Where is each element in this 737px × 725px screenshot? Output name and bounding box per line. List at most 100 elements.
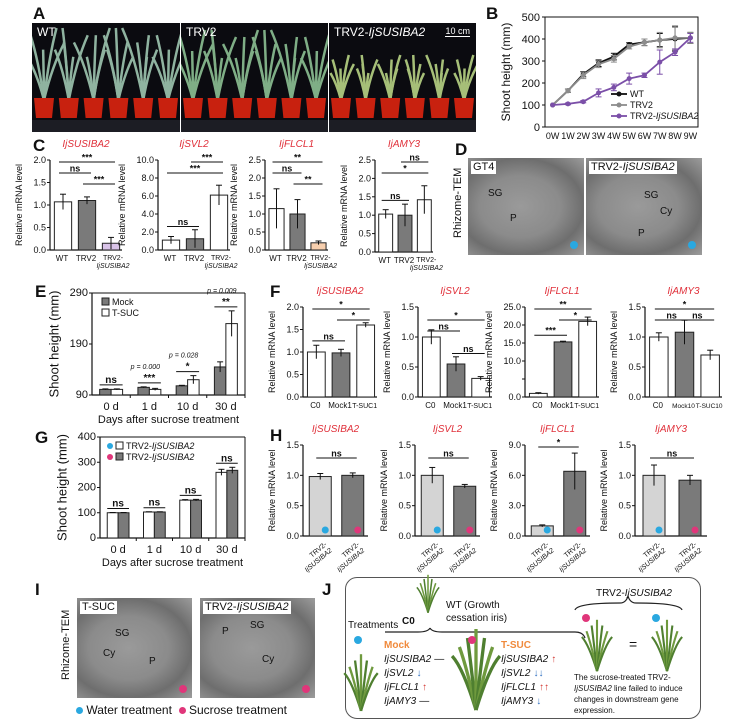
x-tick-label: TRV2-IjSUSIBA2: [204, 255, 237, 270]
y-tick-label: 0.5: [286, 370, 299, 380]
legend-entry: TRV2-IjSUSIBA2: [126, 441, 194, 451]
significance-label: ns: [70, 164, 81, 174]
y-axis-label: Relative mRNA level: [484, 311, 494, 393]
bar: [421, 336, 441, 398]
significance-label: *: [403, 164, 407, 174]
x-tick-label: T-SUC10: [696, 403, 723, 410]
y-tick-label: 1.5: [286, 440, 299, 450]
plant-photo-wt: WT: [32, 23, 180, 132]
chart-title: IjFLCL1: [544, 286, 579, 297]
x-tick-label: 6W: [638, 131, 652, 141]
x-tick-label: TRV2: [394, 256, 415, 265]
significance-label: **: [294, 153, 302, 163]
x-tick-label: 7W: [653, 131, 667, 141]
bar: [143, 511, 155, 539]
significance-label: ns: [409, 153, 420, 163]
sucrose-treatment-marker: [302, 685, 310, 693]
bar: [153, 511, 166, 539]
legend-text: IjSUSIBA2: [152, 452, 195, 462]
y-tick-label: 0: [534, 122, 540, 134]
tem-image-gt4: GT4 SG P: [468, 158, 584, 255]
y-tick-label: 0.5: [358, 229, 371, 239]
y-tick-label: 200: [78, 482, 96, 494]
x-label-line: TRV2-: [310, 255, 331, 262]
x-tick-label: C0: [310, 401, 321, 410]
y-tick-label: 1.5: [33, 178, 46, 188]
data-point: [580, 72, 586, 78]
tem-image-t-suc: T-SUC SG Cy P: [77, 598, 192, 698]
y-tick-label: 10.0: [136, 155, 154, 165]
model-summary-box: C0 WT (Growth cessation iris) Treatments…: [343, 574, 701, 719]
y-tick-label: 2.5: [358, 155, 371, 165]
y-tick-label: 15.0: [503, 338, 521, 348]
data-point: [657, 37, 663, 43]
bar: [341, 474, 365, 537]
x-tick-label: Mock1: [443, 401, 467, 410]
side-label-rhizome-tem: Rhizome-TEM: [60, 609, 72, 680]
significance-label: ns: [149, 498, 161, 509]
panel-label-g: G: [35, 428, 49, 447]
y-tick-label: 1.5: [358, 192, 371, 202]
side-label-rhizome-tem: Rhizome-TEM: [452, 167, 464, 238]
cy-label: Cy: [660, 206, 673, 217]
tsuc-title: T-SUC: [501, 640, 531, 651]
y-tick-label: 0.0: [508, 392, 521, 402]
gene-change-item: IjAMY3 ↓: [501, 696, 542, 707]
bar: [175, 385, 189, 396]
panel-label-d: D: [455, 140, 468, 159]
significance-label: *: [352, 311, 356, 321]
bar: [117, 512, 130, 539]
y-axis-label: Relative mRNA level: [14, 164, 24, 246]
x-label-line: IjSUSIBA2: [204, 263, 237, 270]
bar: [215, 471, 228, 539]
x-tick-label: TRV2-IjSUSIBA2: [299, 541, 334, 574]
y-axis-label: Relative mRNA level: [599, 449, 609, 531]
panel-label-b: B: [486, 4, 499, 23]
plant-c0-illustration: [414, 572, 442, 619]
sucrose-dot-icon: [107, 454, 113, 460]
x-tick-label: 30 d: [215, 401, 236, 413]
legend-marker: [616, 113, 622, 119]
water-treatment-marker: [652, 614, 660, 622]
y-tick-label: 190: [70, 338, 88, 350]
significance-label: ***: [202, 153, 213, 163]
mock-title: Mock: [384, 640, 410, 651]
x-tick-label: Mock1: [328, 401, 352, 410]
chart-title: IjSUSIBA2: [62, 139, 110, 150]
data-point: [611, 84, 617, 90]
series-line: [552, 37, 691, 106]
data-point: [641, 72, 647, 78]
y-tick-label: 1.0: [248, 209, 261, 219]
y-axis-label: Relative mRNA level: [117, 164, 127, 246]
y-tick-label: 2.0: [141, 227, 154, 237]
y-axis-label: Relative mRNA level: [489, 449, 499, 531]
plot-frame: [544, 16, 699, 128]
chart-title: IjSUSIBA2: [312, 424, 360, 435]
x-tick-label: TRV2-IjSUSIBA2: [410, 257, 443, 272]
significance-label: ns: [185, 485, 197, 496]
y-tick-label: 0.5: [286, 501, 299, 511]
legend-water: Water treatment: [86, 703, 172, 717]
y-tick-label: 290: [70, 287, 88, 299]
y-tick-label: 1.0: [286, 470, 299, 480]
x-tick-label: 30 d: [216, 544, 237, 556]
legend-entry: TRV2-IjSUSIBA2: [126, 452, 194, 462]
legend-entry: Mock: [112, 297, 134, 307]
x-tick-label: 0 d: [103, 401, 118, 413]
data-point: [565, 88, 571, 94]
significance-label: ns: [178, 217, 189, 227]
y-tick-label: 0.0: [33, 245, 46, 255]
y-tick-label: 0.0: [398, 531, 411, 541]
panel-label-f: F: [270, 282, 281, 301]
legend-sucrose: Sucrose treatment: [188, 703, 287, 717]
legend-text: IjSUSIBA2: [152, 441, 195, 451]
chart-title: IjAMY3: [388, 139, 421, 150]
trv2-brace: [574, 593, 683, 611]
y-tick-label: 2.0: [33, 155, 46, 165]
sucrose-treatment-marker: [354, 526, 362, 534]
y-tick-label: 1.5: [618, 440, 631, 450]
bar: [553, 341, 573, 398]
y-tick-label: 1.5: [398, 440, 411, 450]
significance-label: ns: [443, 449, 454, 459]
